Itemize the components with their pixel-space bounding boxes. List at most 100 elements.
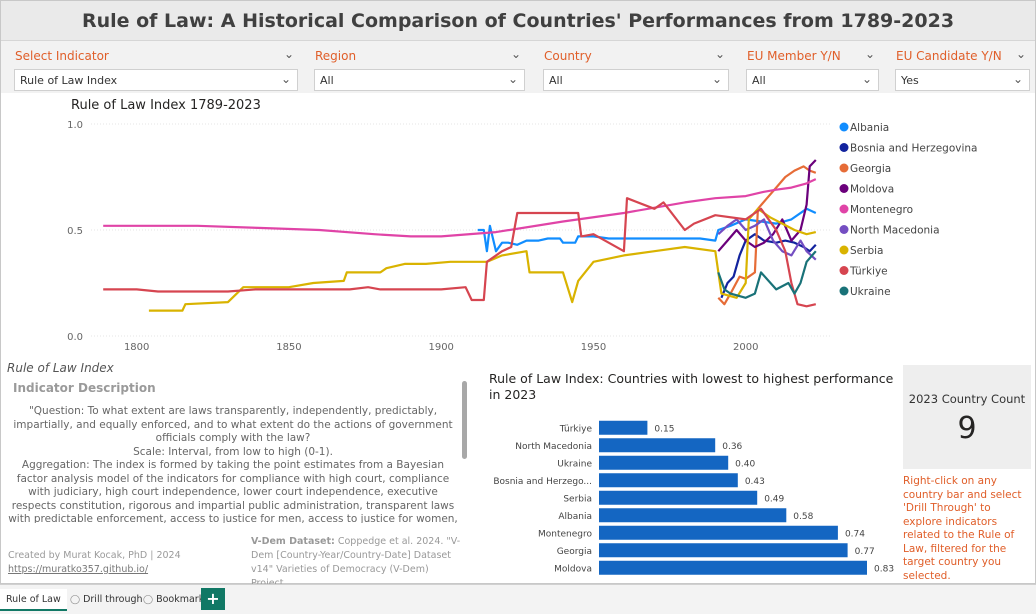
- eu-member-dropdown[interactable]: All ⌄: [746, 69, 879, 91]
- slicer-label: Select Indicator: [15, 49, 109, 63]
- y-tick-label: 1.0: [67, 120, 83, 131]
- drill-through-hint: Right-click on any country bar and selec…: [903, 475, 1022, 582]
- indicator-dropdown[interactable]: Rule of Law Index ⌄: [14, 69, 298, 91]
- bookmark-icon: ◯: [143, 595, 154, 605]
- bar-value-label: 0.43: [745, 477, 765, 487]
- slicer-eu-member: EU Member Y/N ⌄ All ⌄: [743, 45, 879, 91]
- x-tick-label: 2000: [733, 342, 758, 353]
- report-title: Rule of Law: A Historical Comparison of …: [81, 10, 955, 32]
- add-page-button[interactable]: +: [201, 588, 225, 610]
- bar-category-label: Serbia: [563, 494, 592, 504]
- title-bar: Rule of Law: A Historical Comparison of …: [1, 1, 1035, 41]
- chevron-down-icon[interactable]: ⌄: [510, 47, 521, 61]
- legend-label[interactable]: Georgia: [850, 163, 891, 175]
- bar-category-label: Georgia: [557, 547, 592, 557]
- chevron-down-icon: ⌄: [507, 72, 518, 86]
- credit-block: Created by Murat Kocak, PhD | 2024 https…: [8, 549, 181, 577]
- indicator-heading: Rule of Law Index: [7, 361, 114, 375]
- series-line-türkiye[interactable]: [103, 197, 817, 308]
- author-link[interactable]: https://muratko357.github.io/: [8, 564, 149, 575]
- bar-category-label: Türkiye: [559, 424, 593, 434]
- bar-2[interactable]: [599, 455, 729, 470]
- bar-value-label: 0.83: [874, 564, 894, 574]
- legend-label[interactable]: Serbia: [850, 245, 883, 257]
- slicer-region: Region ⌄ All ⌄: [311, 45, 525, 91]
- line-chart: Rule of Law Index 1789-2023 0.0 0.5 1.0 180…: [67, 98, 978, 353]
- series-line-moldova[interactable]: [717, 159, 817, 252]
- bar-5[interactable]: [599, 508, 787, 523]
- chevron-down-icon[interactable]: ⌄: [864, 47, 875, 61]
- indicator-panel: Rule of Law Index Indicator Description …: [7, 361, 467, 583]
- chevron-down-icon: ⌄: [861, 72, 872, 86]
- bar-6[interactable]: [599, 525, 838, 540]
- bar-value-label: 0.36: [722, 442, 742, 452]
- description-text: "Question: To what extent are laws trans…: [8, 405, 458, 523]
- legend-marker: [839, 266, 849, 275]
- slicer-select-indicator: Select Indicator ⌄ Rule of Law Index ⌄: [11, 45, 298, 91]
- eu-candidate-dropdown[interactable]: Yes ⌄: [895, 69, 1030, 91]
- description-scrollbar[interactable]: [462, 381, 467, 459]
- country-dropdown[interactable]: All ⌄: [543, 69, 729, 91]
- dataset-label: V-Dem Dataset:: [251, 536, 335, 547]
- slicer-country: Country ⌄ All ⌄: [540, 45, 729, 91]
- slicer-eu-candidate: EU Candidate Y/N ⌄ Yes ⌄: [892, 45, 1030, 91]
- legend-label[interactable]: Türkiye: [849, 266, 888, 278]
- bar-4[interactable]: [599, 490, 758, 505]
- legend-marker: [839, 204, 849, 214]
- bar-category-label: Montenegro: [538, 529, 592, 539]
- chevron-down-icon[interactable]: ⌄: [1015, 47, 1026, 61]
- series-line-serbia[interactable]: [148, 207, 817, 312]
- legend-marker: [839, 143, 849, 152]
- bar-value-label: 0.15: [654, 424, 674, 434]
- slicer-label: Region: [315, 49, 357, 63]
- tab-label: Drill through: [83, 594, 143, 605]
- bar-category-label: Bosnia and Herzego...: [493, 477, 592, 487]
- chevron-down-icon[interactable]: ⌄: [714, 47, 725, 61]
- line-chart-panel: Rule of Law Index 1789-2023 0.0 0.5 1.0 180…: [61, 93, 1036, 355]
- bar-category-label: Moldova: [554, 564, 592, 574]
- report-canvas: Rule of Law: A Historical Comparison of …: [0, 0, 1036, 589]
- x-tick-label: 1900: [428, 342, 453, 353]
- bar-8[interactable]: [599, 560, 867, 575]
- bar-category-label: Ukraine: [557, 459, 592, 469]
- bar-value-label: 0.77: [855, 547, 875, 557]
- bar-3[interactable]: [599, 473, 738, 488]
- dropdown-value: All: [549, 74, 563, 87]
- bar-category-label: Albania: [558, 512, 592, 522]
- tab-rule-of-law[interactable]: Rule of Law: [0, 589, 67, 611]
- y-tick-label: 0.0: [67, 332, 83, 343]
- slicer-label: Country: [544, 49, 592, 63]
- legend-label[interactable]: Albania: [850, 122, 889, 134]
- bar-1[interactable]: [599, 438, 716, 453]
- region-dropdown[interactable]: All ⌄: [314, 69, 525, 91]
- filter-bar: Select Indicator ⌄ Rule of Law Index ⌄ R…: [1, 41, 1035, 93]
- tab-drill-through[interactable]: ◯ Drill through: [64, 589, 149, 611]
- bar-category-label: North Macedonia: [515, 442, 592, 452]
- legend-label[interactable]: Montenegro: [850, 204, 913, 216]
- legend-label[interactable]: Bosnia and Herzegovina: [850, 143, 978, 155]
- legend-label[interactable]: Ukraine: [850, 286, 891, 298]
- indicator-description: "Question: To what extent are laws trans…: [7, 405, 459, 523]
- count-value: 9: [957, 411, 977, 446]
- indicator-subheading: Indicator Description: [13, 381, 156, 395]
- bar-value-label: 0.58: [793, 512, 813, 522]
- bar-chart-title: Rule of Law Index: Countries with lowest…: [489, 371, 894, 402]
- bar-0[interactable]: [599, 420, 648, 435]
- series-line-georgia[interactable]: [717, 165, 817, 306]
- legend-label[interactable]: North Macedonia: [850, 225, 940, 237]
- line-chart-title: Rule of Law Index 1789-2023: [71, 98, 261, 113]
- legend-marker: [839, 286, 849, 296]
- series-line-north-macedonia[interactable]: [717, 218, 817, 261]
- series-line-ukraine[interactable]: [717, 250, 817, 299]
- legend-label[interactable]: Moldova: [850, 184, 894, 196]
- y-tick-label: 0.5: [67, 226, 83, 237]
- tab-label: Rule of Law: [6, 594, 61, 605]
- chevron-down-icon[interactable]: ⌄: [283, 47, 294, 61]
- tab-bookmark[interactable]: ◯ Bookmark: [137, 589, 210, 611]
- author-credit: Created by Murat Kocak, PhD | 2024: [8, 550, 181, 561]
- bar-value-label: 0.40: [735, 459, 755, 469]
- bar-7[interactable]: [599, 543, 848, 558]
- slicer-label: EU Candidate Y/N: [896, 49, 1002, 63]
- series-line-montenegro[interactable]: [103, 178, 817, 238]
- chevron-down-icon: ⌄: [280, 72, 291, 86]
